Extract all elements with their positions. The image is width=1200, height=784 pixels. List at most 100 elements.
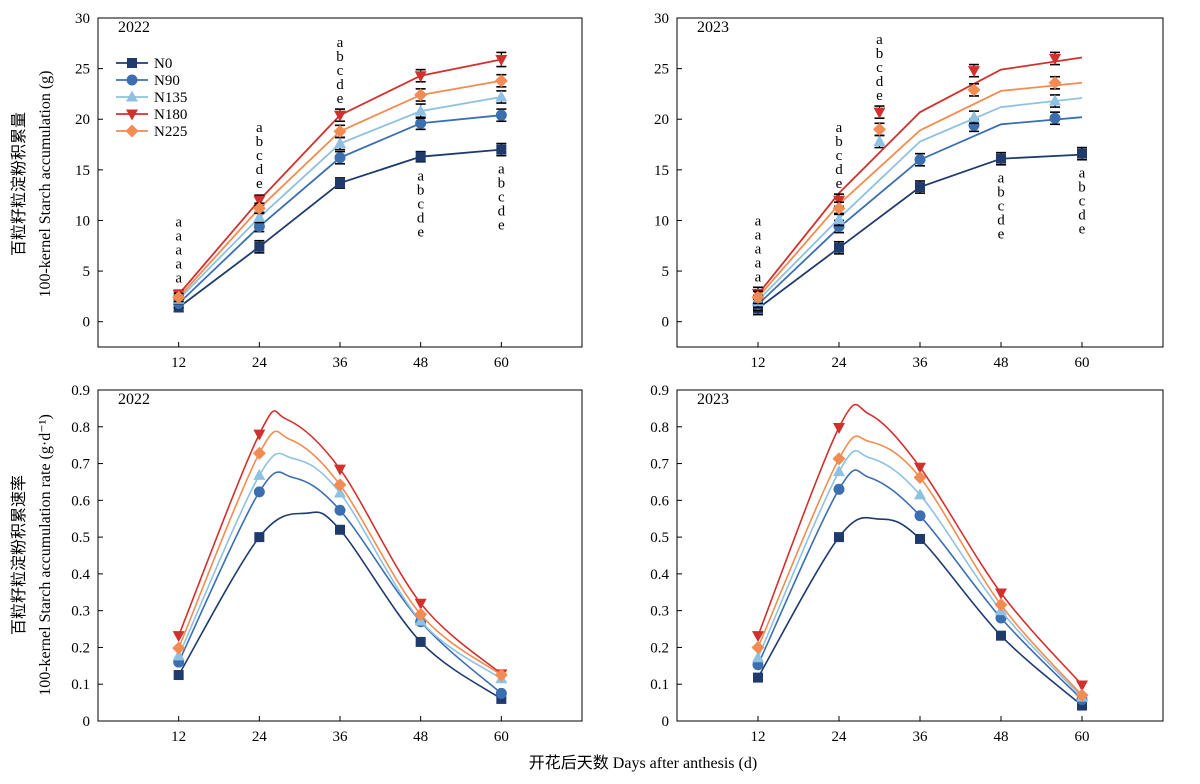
significance-letter: c bbox=[1079, 194, 1086, 210]
significance-letter: e bbox=[876, 88, 883, 104]
legend-label-N0: N0 bbox=[154, 56, 172, 72]
x-tick-label: 36 bbox=[333, 729, 349, 745]
series-N135 bbox=[172, 90, 508, 305]
y-tick-label: 25 bbox=[654, 62, 669, 78]
point-N135 bbox=[968, 110, 980, 122]
series-N225 bbox=[172, 73, 508, 304]
point-N225 bbox=[172, 290, 186, 304]
y-tick-label: 0 bbox=[662, 714, 670, 730]
x-tick-label: 48 bbox=[994, 729, 1009, 745]
y-tick-label: 0.5 bbox=[71, 530, 90, 546]
significance-letter: e bbox=[498, 218, 505, 234]
point-N0 bbox=[834, 532, 844, 543]
significance-letter: b bbox=[1078, 180, 1086, 196]
significance-letter: b bbox=[336, 49, 344, 65]
series-line-N225 bbox=[757, 81, 1083, 298]
x-tick-label: 36 bbox=[913, 729, 929, 745]
y-tick-label: 15 bbox=[654, 163, 669, 179]
legend-marker-N225 bbox=[125, 124, 139, 138]
point-N90 bbox=[253, 486, 265, 498]
x-tick-label: 12 bbox=[751, 355, 766, 371]
ylabel-top-en: 100-kernel Starch accumulation (g) bbox=[37, 70, 54, 297]
legend-label-N90: N90 bbox=[154, 73, 180, 89]
significance-letter: e bbox=[256, 176, 263, 192]
point-N90 bbox=[334, 504, 346, 516]
legend-label-N225: N225 bbox=[154, 124, 187, 140]
panel-year-label: 2023 bbox=[697, 391, 729, 408]
significance-letter: b bbox=[256, 134, 264, 150]
significance-letter: a bbox=[498, 162, 505, 178]
significance-letter: a bbox=[175, 270, 182, 286]
x-tick-label: 12 bbox=[171, 729, 186, 745]
point-N0 bbox=[753, 672, 763, 683]
point-N225 bbox=[172, 641, 186, 655]
legend-marker-N180 bbox=[126, 109, 138, 121]
series-line-N225 bbox=[177, 430, 502, 676]
point-N0 bbox=[915, 533, 925, 544]
y-tick-label: 5 bbox=[662, 264, 670, 280]
legend-marker-N135 bbox=[126, 90, 138, 102]
significance-letter: a bbox=[876, 32, 883, 48]
legend-label-N135: N135 bbox=[154, 90, 187, 106]
y-tick-label: 0.7 bbox=[650, 457, 669, 473]
point-N0 bbox=[335, 524, 345, 535]
significance-letter: c bbox=[337, 63, 344, 79]
point-N0 bbox=[335, 178, 345, 189]
x-tick-label: 24 bbox=[252, 355, 268, 371]
significance-letter: c bbox=[498, 190, 505, 206]
point-N90 bbox=[914, 510, 926, 522]
point-N0 bbox=[996, 153, 1006, 164]
y-tick-label: 25 bbox=[75, 62, 90, 78]
significance-letter: a bbox=[755, 241, 762, 257]
significance-letter: b bbox=[417, 183, 425, 199]
x-tick-label: 24 bbox=[832, 729, 848, 745]
x-tick-label: 60 bbox=[494, 355, 509, 371]
x-tick-label: 48 bbox=[413, 729, 428, 745]
y-tick-label: 0.8 bbox=[71, 420, 90, 436]
point-N90 bbox=[334, 152, 346, 164]
point-N0 bbox=[415, 636, 426, 647]
point-N135 bbox=[334, 137, 346, 149]
series-N90 bbox=[752, 469, 1088, 706]
y-tick-label: 0.3 bbox=[71, 604, 90, 620]
y-tick-label: 5 bbox=[83, 264, 91, 280]
point-N225 bbox=[751, 640, 765, 654]
plot-frame bbox=[676, 389, 1164, 722]
significance-letter: b bbox=[835, 134, 843, 150]
y-tick-label: 0.6 bbox=[71, 493, 90, 509]
point-N180 bbox=[253, 429, 266, 441]
point-N225 bbox=[414, 607, 428, 621]
y-tick-label: 0.9 bbox=[71, 383, 90, 399]
x-tick-label: 48 bbox=[413, 355, 428, 371]
point-N90 bbox=[415, 117, 427, 129]
significance-letter: a bbox=[175, 214, 182, 230]
series-N0 bbox=[173, 142, 507, 313]
series-N135 bbox=[172, 452, 508, 684]
x-tick-label: 36 bbox=[333, 355, 349, 371]
series-N90 bbox=[752, 111, 1083, 312]
significance-letter: d bbox=[417, 211, 425, 227]
series-line-N0 bbox=[757, 153, 1083, 310]
x-tick-label: 48 bbox=[994, 355, 1009, 371]
ylabel-top-cn: 百粒籽粒淀粉积累量 bbox=[10, 112, 28, 256]
point-N135 bbox=[833, 212, 845, 224]
point-N180 bbox=[414, 71, 427, 83]
significance-letter: a bbox=[256, 120, 263, 136]
significance-letter: a bbox=[998, 171, 1005, 187]
series-N225 bbox=[751, 75, 1083, 305]
point-N0 bbox=[915, 182, 925, 193]
x-tick-label: 12 bbox=[751, 729, 766, 745]
point-N135 bbox=[253, 468, 266, 480]
significance-letter: b bbox=[997, 185, 1005, 201]
y-tick-label: 0.1 bbox=[650, 677, 669, 693]
point-N0 bbox=[1077, 700, 1087, 711]
significance-letter: a bbox=[1079, 166, 1086, 182]
series-N0 bbox=[753, 516, 1087, 711]
legend-marker-N90 bbox=[126, 74, 138, 86]
point-N225 bbox=[751, 290, 765, 304]
point-N225 bbox=[333, 478, 347, 492]
point-N225 bbox=[1048, 76, 1062, 90]
series-N180 bbox=[752, 403, 1088, 692]
point-N180 bbox=[334, 464, 346, 476]
